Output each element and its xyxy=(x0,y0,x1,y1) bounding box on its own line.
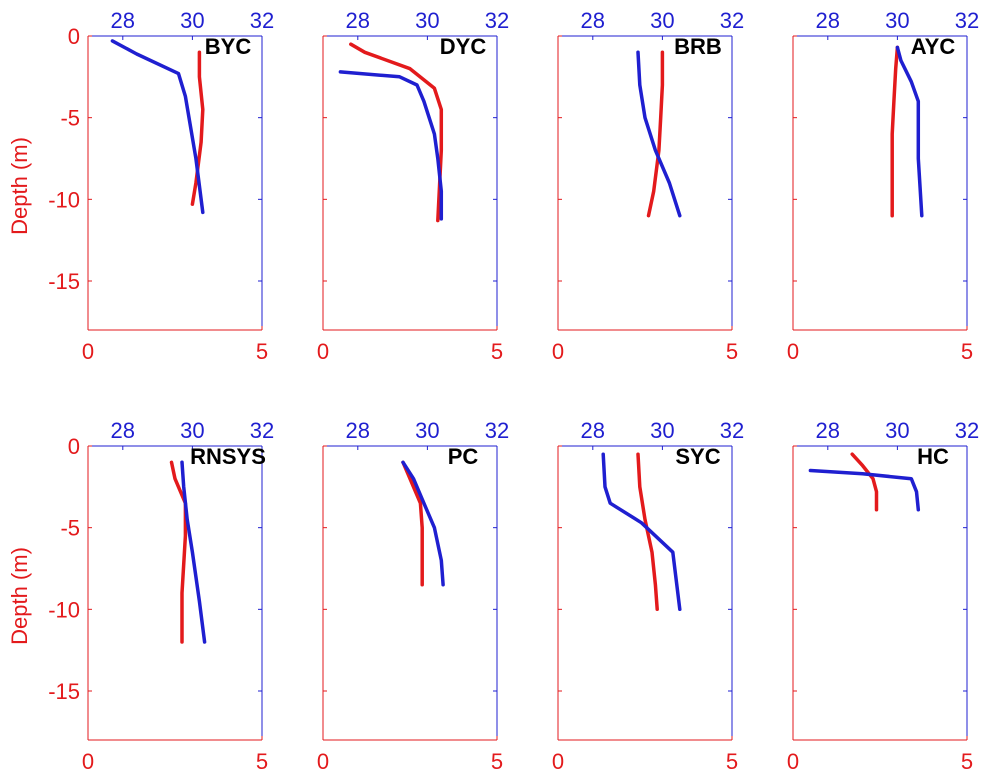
x-blue-tick-label: 30 xyxy=(180,418,204,443)
x-blue-tick-label: 32 xyxy=(250,418,274,443)
x-blue-tick-label: 28 xyxy=(581,418,605,443)
x-red-tick-label: 5 xyxy=(726,749,738,774)
x-blue-tick-label: 28 xyxy=(111,8,135,33)
y-tick-label: -15 xyxy=(48,269,80,294)
x-blue-tick-label: 30 xyxy=(650,8,674,33)
panel-title: BRB xyxy=(674,34,722,59)
y-tick-label: 0 xyxy=(68,434,80,459)
panel-title: BYC xyxy=(205,34,252,59)
x-blue-tick-label: 32 xyxy=(720,8,744,33)
y-tick-label: -5 xyxy=(60,516,80,541)
x-blue-tick-label: 30 xyxy=(180,8,204,33)
x-blue-tick-label: 32 xyxy=(720,418,744,443)
red-profile-line xyxy=(636,452,659,612)
x-blue-tick-label: 30 xyxy=(650,418,674,443)
blue-profile-line xyxy=(808,468,921,512)
blue-profile-line xyxy=(180,460,207,644)
red-profile-line xyxy=(169,460,188,644)
blue-profile-line xyxy=(895,45,924,218)
x-blue-tick-label: 30 xyxy=(415,418,439,443)
x-blue-tick-label: 28 xyxy=(581,8,605,33)
x-blue-tick-label: 32 xyxy=(485,418,509,443)
blue-profile-line xyxy=(338,70,444,221)
panel-title: HC xyxy=(917,444,949,469)
x-red-tick-label: 5 xyxy=(961,749,973,774)
x-red-tick-label: 0 xyxy=(552,339,564,364)
x-blue-tick-label: 30 xyxy=(415,8,439,33)
y-tick-label: -15 xyxy=(48,679,80,704)
x-red-tick-label: 5 xyxy=(491,339,503,364)
x-blue-tick-label: 28 xyxy=(346,418,370,443)
y-tick-label: -10 xyxy=(48,187,80,212)
blue-profile-line xyxy=(401,460,445,587)
x-blue-tick-label: 32 xyxy=(485,8,509,33)
x-red-tick-label: 5 xyxy=(256,339,268,364)
x-blue-tick-label: 32 xyxy=(955,8,979,33)
red-profile-line xyxy=(190,50,205,206)
y-axis-label-bottom: Depth (m) xyxy=(7,547,32,645)
y-tick-label: -10 xyxy=(48,597,80,622)
red-profile-line xyxy=(890,45,900,218)
x-blue-tick-label: 32 xyxy=(250,8,274,33)
x-red-tick-label: 5 xyxy=(726,339,738,364)
x-blue-tick-label: 28 xyxy=(816,8,840,33)
x-red-tick-label: 0 xyxy=(787,749,799,774)
x-red-tick-label: 5 xyxy=(961,339,973,364)
x-red-tick-label: 0 xyxy=(317,339,329,364)
x-blue-tick-label: 30 xyxy=(885,418,909,443)
x-blue-tick-label: 28 xyxy=(816,418,840,443)
x-red-tick-label: 0 xyxy=(552,749,564,774)
y-axis-label-top: Depth (m) xyxy=(7,137,32,235)
x-blue-tick-label: 28 xyxy=(111,418,135,443)
panel-title: PC xyxy=(448,444,479,469)
x-red-tick-label: 0 xyxy=(317,749,329,774)
x-blue-tick-label: 30 xyxy=(885,8,909,33)
x-red-tick-label: 5 xyxy=(491,749,503,774)
x-red-tick-label: 5 xyxy=(256,749,268,774)
red-profile-line xyxy=(401,460,424,587)
panel-title: RNSYS xyxy=(190,444,266,469)
y-tick-label: 0 xyxy=(68,24,80,49)
panel-title: DYC xyxy=(440,34,487,59)
red-profile-line xyxy=(850,452,879,512)
blue-profile-line xyxy=(110,39,205,215)
x-red-tick-label: 0 xyxy=(82,749,94,774)
blue-profile-line xyxy=(636,50,682,218)
x-blue-tick-label: 32 xyxy=(955,418,979,443)
panel-title: SYC xyxy=(675,444,720,469)
panel-title: AYC xyxy=(911,34,956,59)
x-red-tick-label: 0 xyxy=(787,339,799,364)
red-profile-line xyxy=(646,50,665,218)
x-blue-tick-label: 28 xyxy=(346,8,370,33)
red-profile-line xyxy=(349,42,444,223)
y-tick-label: -5 xyxy=(60,106,80,131)
blue-profile-line xyxy=(601,452,682,612)
x-red-tick-label: 0 xyxy=(82,339,94,364)
